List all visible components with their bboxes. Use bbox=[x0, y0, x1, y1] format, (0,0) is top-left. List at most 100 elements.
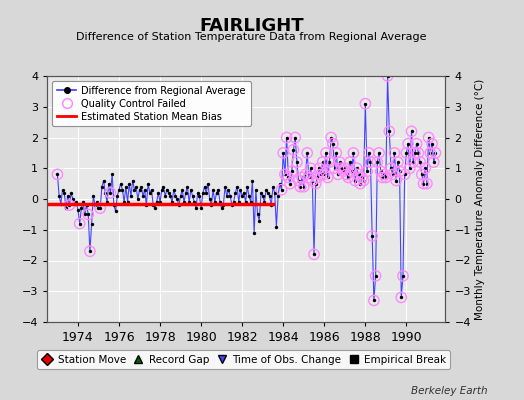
Point bbox=[344, 174, 353, 181]
Point bbox=[171, 193, 180, 199]
Point bbox=[330, 165, 339, 172]
Point bbox=[177, 193, 185, 199]
Point bbox=[228, 202, 236, 208]
Point bbox=[115, 186, 123, 193]
Point bbox=[322, 150, 330, 156]
Point bbox=[187, 186, 195, 193]
Point bbox=[351, 177, 359, 184]
Point bbox=[381, 174, 390, 181]
Point bbox=[327, 134, 335, 141]
Point bbox=[397, 294, 406, 301]
Point bbox=[384, 73, 392, 79]
Point bbox=[137, 184, 146, 190]
Point bbox=[301, 171, 310, 178]
Point bbox=[185, 199, 193, 205]
Point bbox=[303, 150, 311, 156]
Point bbox=[116, 180, 125, 187]
Point bbox=[93, 199, 101, 205]
Point bbox=[231, 190, 239, 196]
Point bbox=[316, 171, 325, 178]
Point bbox=[347, 168, 356, 174]
Point bbox=[65, 202, 73, 208]
Point bbox=[349, 150, 357, 156]
Point bbox=[289, 147, 298, 153]
Point bbox=[325, 159, 334, 165]
Point bbox=[313, 174, 322, 181]
Point bbox=[53, 171, 62, 178]
Point bbox=[255, 217, 264, 224]
Point bbox=[170, 186, 178, 193]
Point bbox=[337, 165, 345, 172]
Point bbox=[300, 184, 308, 190]
Point bbox=[75, 220, 84, 227]
Point bbox=[96, 205, 104, 212]
Point bbox=[334, 171, 342, 178]
Point bbox=[284, 174, 292, 181]
Point bbox=[146, 190, 154, 196]
Point bbox=[257, 190, 265, 196]
Point bbox=[388, 171, 397, 178]
Point bbox=[298, 174, 306, 181]
Point bbox=[199, 190, 207, 196]
Point bbox=[363, 168, 371, 174]
Point bbox=[353, 165, 361, 172]
Point bbox=[334, 171, 342, 178]
Point bbox=[282, 134, 291, 141]
Point bbox=[284, 174, 292, 181]
Point bbox=[195, 193, 204, 199]
Point bbox=[193, 190, 202, 196]
Point bbox=[399, 273, 407, 279]
Point bbox=[142, 202, 150, 208]
Point bbox=[359, 177, 368, 184]
Point bbox=[270, 190, 279, 196]
Point bbox=[424, 134, 433, 141]
Point bbox=[308, 177, 316, 184]
Text: Difference of Station Temperature Data from Regional Average: Difference of Station Temperature Data f… bbox=[77, 32, 427, 42]
Point bbox=[390, 150, 399, 156]
Point bbox=[286, 180, 294, 187]
Point bbox=[301, 171, 310, 178]
Point bbox=[388, 171, 397, 178]
Point bbox=[211, 199, 219, 205]
Point bbox=[377, 168, 385, 174]
Point bbox=[63, 193, 72, 199]
Point bbox=[300, 184, 308, 190]
Point bbox=[288, 168, 296, 174]
Point bbox=[190, 199, 199, 205]
Point bbox=[407, 128, 416, 134]
Point bbox=[151, 205, 159, 212]
Point bbox=[84, 211, 92, 218]
Point bbox=[385, 128, 394, 134]
Point bbox=[347, 168, 356, 174]
Point bbox=[250, 230, 258, 236]
Point bbox=[394, 159, 402, 165]
Point bbox=[378, 174, 387, 181]
Point bbox=[57, 200, 65, 207]
Point bbox=[209, 186, 217, 193]
Point bbox=[426, 150, 434, 156]
Point bbox=[341, 165, 349, 172]
Point bbox=[200, 184, 209, 190]
Point bbox=[363, 168, 371, 174]
Point bbox=[293, 159, 301, 165]
Point bbox=[342, 171, 351, 178]
Point bbox=[349, 150, 357, 156]
Point bbox=[144, 180, 152, 187]
Point bbox=[370, 297, 378, 304]
Point bbox=[207, 202, 215, 208]
Point bbox=[368, 233, 376, 239]
Point bbox=[414, 150, 422, 156]
Point bbox=[387, 165, 395, 172]
Point bbox=[264, 190, 272, 196]
Point bbox=[267, 202, 276, 208]
Point bbox=[356, 180, 364, 187]
Point bbox=[161, 193, 169, 199]
Point bbox=[346, 159, 354, 165]
Point bbox=[238, 193, 246, 199]
Point bbox=[105, 180, 113, 187]
Point bbox=[258, 193, 267, 199]
Point bbox=[108, 171, 116, 178]
Point bbox=[365, 150, 373, 156]
Point bbox=[188, 193, 196, 199]
Point bbox=[70, 200, 79, 207]
